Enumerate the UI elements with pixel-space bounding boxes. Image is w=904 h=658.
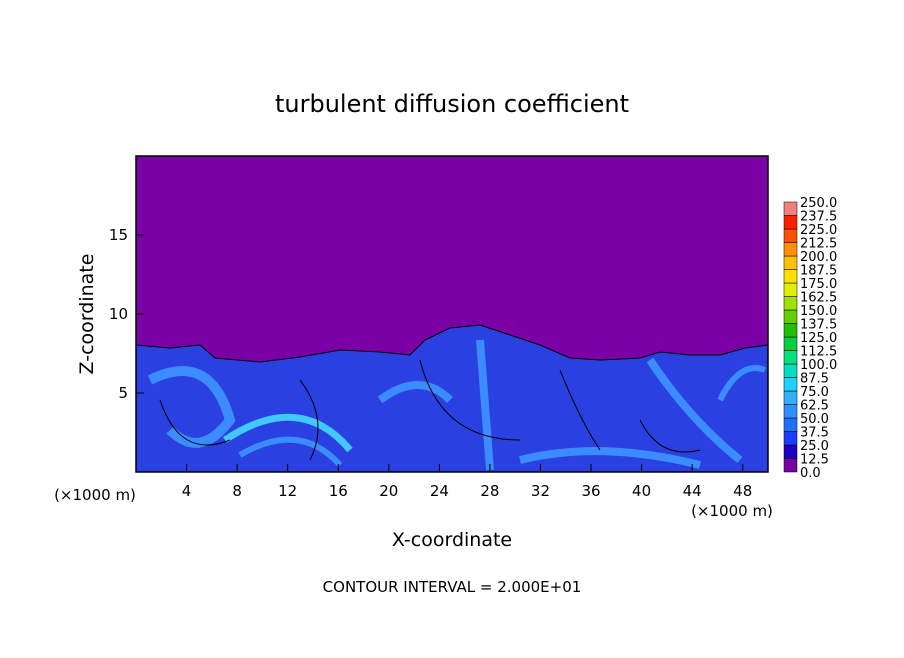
colorbar-box: [783, 417, 798, 432]
colorbar-box: [783, 255, 798, 270]
y-tick-label: 15: [109, 226, 128, 244]
colorbar-box: [783, 431, 798, 446]
field-swirl: [223, 413, 353, 453]
colorbar-box: [783, 458, 798, 473]
colorbar-box: [783, 323, 798, 338]
colorbar-label: 87.5: [800, 372, 829, 387]
colorbar-label: 75.0: [800, 385, 829, 400]
chart-title: turbulent diffusion coefficient: [275, 90, 629, 118]
colorbar-box: [783, 363, 798, 378]
colorbar-label: 125.0: [800, 331, 837, 346]
field-region: [135, 324, 769, 473]
x-unit: (×1000 m): [54, 486, 136, 504]
colorbar-label: 0.0: [800, 466, 821, 481]
colorbar-label: 250.0: [800, 196, 837, 211]
field: [135, 156, 769, 473]
y-tick-label: 5: [118, 384, 128, 402]
x-tick-label: 44: [683, 482, 702, 500]
contour-line: [159, 359, 701, 461]
colorbar-box: [783, 336, 798, 351]
colorbar-box: [783, 242, 798, 257]
x-tick-label: 20: [379, 482, 398, 500]
colorbar-label: 62.5: [800, 399, 829, 414]
x-tick-label: 4: [182, 482, 192, 500]
colorbar-label: 100.0: [800, 358, 837, 373]
colorbar-label: 150.0: [800, 304, 837, 319]
field-swirl: [717, 365, 767, 402]
colorbar-label: 200.0: [800, 250, 837, 265]
colorbar-box: [783, 228, 798, 243]
x-tick-label: 32: [531, 482, 550, 500]
field-swirl: [377, 381, 453, 404]
colorbar-label: 187.5: [800, 264, 837, 279]
x-tick-label: 16: [329, 482, 348, 500]
colorbar-label: 37.5: [800, 426, 829, 441]
colorbar-label: 112.5: [800, 345, 837, 360]
colorbar-box: [783, 309, 798, 324]
colorbar-box: [783, 269, 798, 284]
x-unit: (×1000 m): [691, 502, 773, 520]
colorbar-label: 225.0: [800, 223, 837, 238]
y-axis-label: Z-coordinate: [76, 254, 98, 375]
x-tick-label: 36: [581, 482, 600, 500]
y-tick-label: 10: [109, 305, 128, 323]
x-tick-label: 40: [632, 482, 651, 500]
colorbar-box: [783, 215, 798, 230]
x-tick-label: 8: [232, 482, 242, 500]
x-tick-label: 12: [278, 482, 297, 500]
colorbar-box: [783, 390, 798, 405]
colorbar-label: 12.5: [800, 453, 829, 468]
field-swirl: [646, 357, 743, 464]
x-tick-label: 48: [733, 482, 752, 500]
field-swirl: [476, 339, 494, 471]
x-axis-label: X-coordinate: [392, 529, 512, 551]
colorbar-label: 175.0: [800, 277, 837, 292]
x-tick-label: 28: [480, 482, 499, 500]
field-swirl: [147, 366, 236, 448]
colorbar-label: 137.5: [800, 318, 837, 333]
field-swirl: [238, 436, 343, 468]
colorbar-box: [783, 404, 798, 419]
colorbar-box: [783, 350, 798, 365]
colorbar-box: [783, 201, 798, 216]
colorbar-box: [783, 444, 798, 459]
colorbar-label: 50.0: [800, 412, 829, 427]
colorbar-label: 212.5: [800, 237, 837, 252]
field-swirl: [519, 447, 701, 469]
colorbar-label: 25.0: [800, 439, 829, 454]
contour-note: CONTOUR INTERVAL = 2.000E+01: [323, 578, 582, 596]
x-tick-label: 24: [430, 482, 449, 500]
colorbar-label: 237.5: [800, 210, 837, 225]
colorbar-box: [783, 296, 798, 311]
colorbar-box: [783, 377, 798, 392]
colorbar-label: 162.5: [800, 291, 837, 306]
colorbar-box: [783, 282, 798, 297]
